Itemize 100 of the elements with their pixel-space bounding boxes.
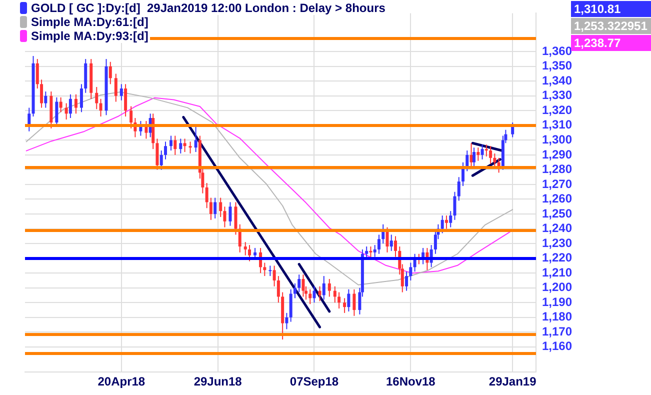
candlestick — [493, 152, 496, 169]
candlestick — [234, 202, 238, 236]
candlestick — [318, 286, 322, 302]
candlestick — [352, 288, 356, 316]
candlestick — [223, 206, 226, 228]
candlestick — [80, 84, 83, 113]
candlestick — [457, 176, 460, 202]
candlestick — [130, 106, 133, 129]
candlestick — [386, 226, 389, 253]
y-tick-label: 1,180 — [542, 310, 572, 324]
candlestick — [108, 61, 112, 85]
candlestick — [338, 292, 341, 310]
candlestick — [120, 84, 123, 101]
candlestick — [44, 90, 48, 108]
candlestick — [489, 146, 492, 164]
text: 1,253.322951 — [571, 18, 651, 34]
candlestick — [268, 265, 272, 277]
y-tick-label: 1,160 — [542, 339, 572, 354]
legend-label: Simple MA:Dy:61:[d] — [31, 15, 148, 29]
y-tick-label: 1,330 — [542, 88, 572, 102]
candlestick — [156, 138, 159, 170]
y-tick-label: 1,290 — [542, 147, 572, 162]
candlestick — [219, 197, 222, 218]
legend-label: GOLD [ GC ]:Dy:[d] 29Jan2019 12:00 London : Delay > 8hours — [31, 1, 386, 15]
y-tick-label: 1,320 — [542, 102, 572, 117]
candlestick — [36, 58, 39, 90]
candlestick — [333, 286, 336, 304]
candlestick — [248, 244, 252, 262]
candlestick — [289, 288, 292, 322]
y-tick-label: 1,270 — [542, 176, 572, 191]
candlestick — [188, 141, 192, 154]
y-tick-label: 1,360 — [542, 44, 572, 58]
y-tick-label: 1,200 — [542, 280, 572, 294]
candlestick — [369, 246, 372, 259]
candlestick — [347, 288, 350, 312]
y-tick-label: 1,230 — [542, 236, 572, 250]
candlestick — [285, 312, 288, 330]
candlestick — [466, 150, 469, 172]
candlestick — [263, 262, 266, 277]
candlestick — [308, 288, 312, 305]
candlestick — [64, 102, 68, 120]
y-tick-label: 1,220 — [542, 250, 572, 265]
y-tick-label: 1,210 — [542, 265, 572, 280]
candlestick — [476, 147, 480, 162]
candlestick — [377, 234, 380, 254]
y-tick-label: 1,350 — [542, 58, 572, 73]
candlestick — [194, 126, 198, 152]
y-tick-label: 1,240 — [542, 221, 572, 236]
candlestick — [312, 286, 316, 304]
y-tick-label: 1,280 — [542, 162, 572, 176]
legend-label: Simple MA:Dy:93:[d] — [31, 29, 148, 43]
candlestick — [179, 138, 182, 154]
x-tick-label: 20Apr18 — [98, 374, 146, 389]
candlestick — [444, 214, 448, 230]
candlestick — [298, 274, 301, 293]
candlestick — [394, 236, 398, 258]
candlestick — [272, 265, 276, 287]
candlestick — [365, 246, 368, 259]
candlestick — [40, 79, 44, 108]
candlestick — [95, 86, 98, 110]
candlestick — [440, 214, 444, 234]
candlestick — [228, 202, 232, 226]
candlestick — [160, 150, 163, 170]
candlestick — [328, 278, 331, 298]
candlestick — [74, 94, 78, 114]
y-tick-label: 1,260 — [542, 192, 572, 206]
candlestick — [293, 282, 296, 299]
candlestick — [409, 262, 412, 281]
candlestick — [480, 144, 484, 160]
candlestick — [59, 96, 62, 113]
candlestick — [244, 242, 247, 256]
candlestick — [449, 210, 452, 228]
candlestick — [382, 224, 385, 244]
candlestick — [68, 94, 72, 119]
candlestick — [302, 274, 305, 298]
y-tick-label: 1,300 — [542, 132, 572, 146]
candlestick — [170, 135, 172, 152]
y-tick-label: 1,190 — [542, 294, 572, 309]
x-tick-label: 29Jan19 — [488, 374, 537, 389]
x-tick-label: 16Nov18 — [386, 374, 436, 389]
candlestick — [405, 271, 408, 292]
x-tick-label: 07Sep18 — [290, 374, 339, 389]
x-tick-label: 29Jun18 — [194, 374, 242, 389]
candlestick — [205, 182, 208, 209]
text: 1,310.81 — [571, 1, 651, 17]
candlestick — [322, 276, 326, 300]
candlestick — [183, 138, 186, 152]
y-tick-label: 1,250 — [542, 206, 572, 220]
candlestick — [114, 73, 118, 102]
candlestick — [453, 191, 456, 220]
candlestick — [164, 141, 167, 160]
candlestick — [343, 298, 346, 314]
y-tick-label: 1,170 — [542, 324, 572, 338]
candlestick — [390, 234, 393, 252]
candlestick — [174, 135, 177, 156]
candlestick — [99, 98, 102, 118]
candlestick — [276, 276, 280, 304]
candlestick — [484, 144, 488, 157]
candlestick — [209, 197, 212, 220]
text: 1,238.77 — [571, 35, 651, 51]
